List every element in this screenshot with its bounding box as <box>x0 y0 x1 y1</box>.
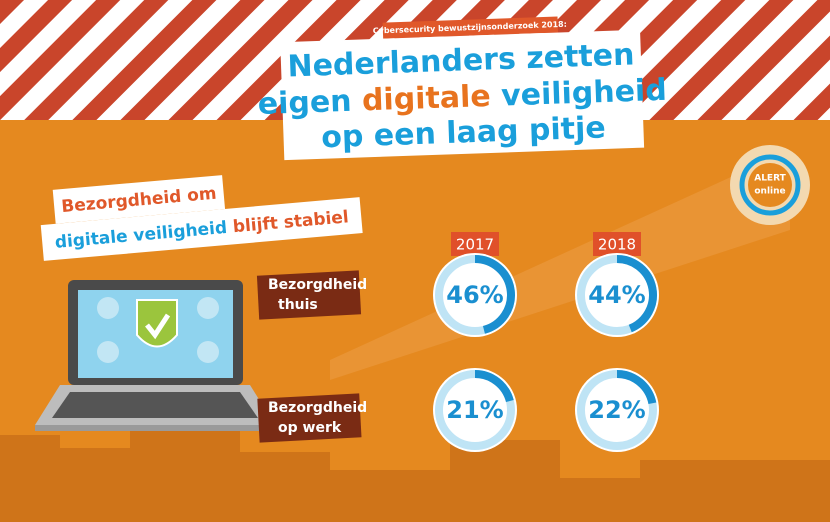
year-tag <box>451 232 499 256</box>
year-tag <box>593 232 641 256</box>
headline-box <box>280 29 645 161</box>
gauge-arc <box>616 370 657 405</box>
row-label: Bezorgdheid <box>268 400 367 416</box>
gauges: 2017 2018 Bezorgdheid thuis 46% 44% Bezorgdhei… <box>256 232 659 452</box>
subheading-box <box>40 197 363 261</box>
subheading-group: Bezorgdheid om digitale veiligheid blijf… <box>40 175 363 261</box>
gauge-value: 21% <box>446 396 503 424</box>
laptop <box>35 280 275 431</box>
gauge-value: 22% <box>588 396 645 424</box>
year-label: 2018 <box>598 236 636 254</box>
row-label: Bezorgdheid <box>268 277 367 293</box>
gauge-bg <box>575 253 659 337</box>
logo-text: ALERT <box>754 174 786 184</box>
gauge-arc <box>616 255 657 333</box>
row-label: thuis <box>278 297 318 313</box>
year-label: 2017 <box>456 236 494 254</box>
gauge-bg <box>575 368 659 452</box>
gauge-bg <box>433 368 517 452</box>
logo: ALERT online <box>730 145 810 225</box>
city-silhouette <box>0 430 830 522</box>
gauge-value: 44% <box>588 281 645 309</box>
gauge-arc <box>474 370 514 403</box>
row-label-box <box>257 393 362 443</box>
tag-box <box>382 16 559 39</box>
logo-text: online <box>754 187 785 197</box>
gauge-value: 46% <box>446 281 503 309</box>
row-label: op werk <box>278 420 342 436</box>
headline-line: eigen digitale veiligheid <box>257 72 667 121</box>
subheading-box <box>52 175 226 224</box>
headline-group: Cybersecurity bewustzijnsonderzoek 2018:… <box>257 16 667 161</box>
row-label-box <box>256 270 362 320</box>
gauge-bg <box>433 253 517 337</box>
gauge-arc <box>474 255 515 334</box>
